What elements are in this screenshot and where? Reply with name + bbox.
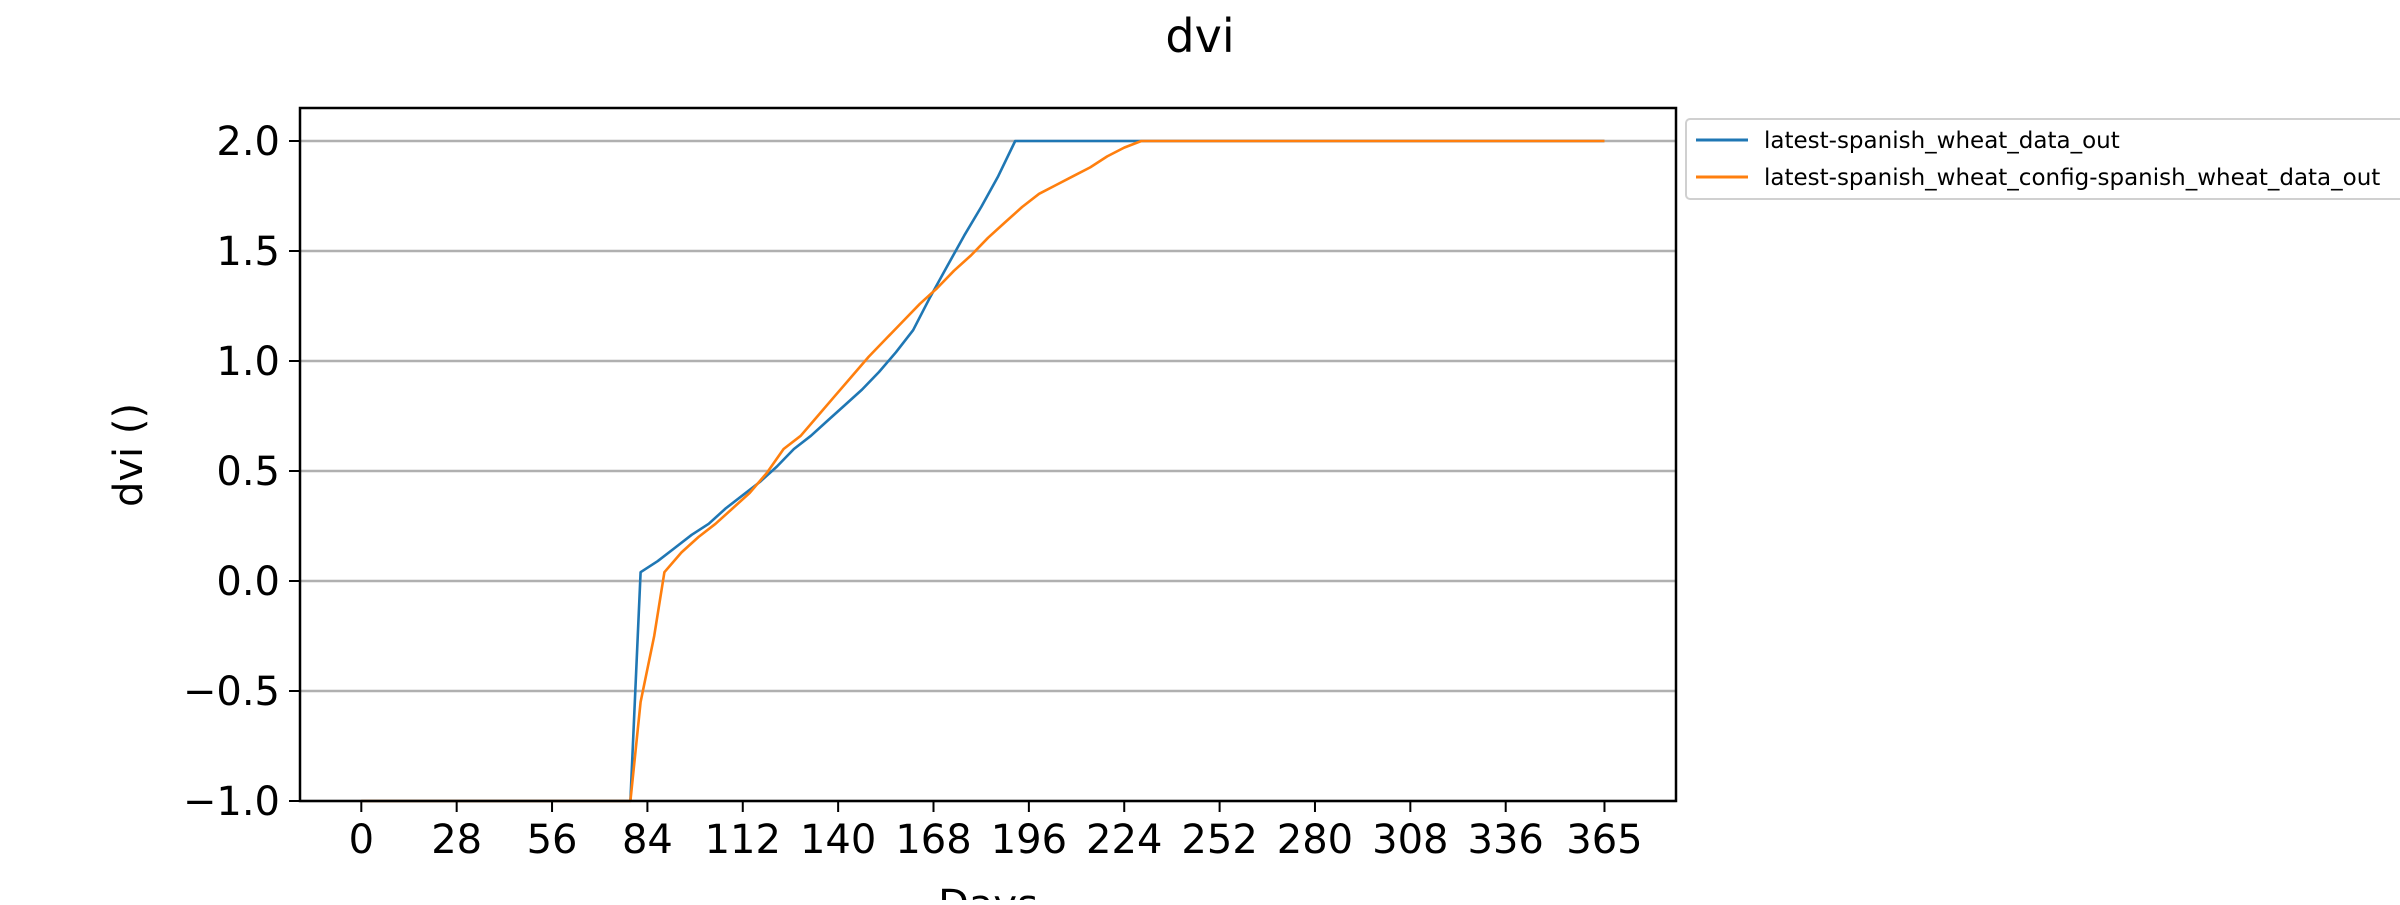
x-tick-label: 140: [800, 817, 876, 863]
x-tick-label: 252: [1181, 817, 1257, 863]
x-tick-label: 56: [527, 817, 578, 863]
y-tick-label: −1.0: [183, 779, 280, 825]
x-tick-label: 365: [1566, 817, 1642, 863]
x-tick-label: 84: [622, 817, 673, 863]
legend-frame: [1685, 118, 2400, 200]
y-tick-label: −0.5: [183, 669, 280, 715]
y-tick-label: 1.0: [216, 339, 280, 385]
y-tick-label: 1.5: [216, 229, 280, 275]
legend-label-series-1: latest-spanish_wheat_data_out: [1764, 128, 2120, 154]
series-lines: [361, 139, 1605, 803]
x-tick-label: 112: [705, 817, 781, 863]
y-axis-ticks: −1.0 −0.5 0.0 0.5 1.0 1.5 2.0: [183, 119, 300, 825]
y-axis-label: dvi (): [106, 403, 152, 507]
legend-label-series-2: latest-spanish_wheat_config-spanish_whea…: [1764, 165, 2380, 191]
x-axis-label: Days: [938, 882, 1038, 900]
x-axis-ticks: 0 28 56 84 112 140 168 196 224 252 280 308 336 365: [349, 801, 1643, 863]
chart-title: dvi: [1165, 9, 1234, 63]
x-tick-label: 224: [1086, 817, 1162, 863]
series-line-2: [361, 139, 1605, 803]
y-tick-label: 0.0: [216, 559, 280, 605]
x-tick-label: 280: [1277, 817, 1353, 863]
legend: latest-spanish_wheat_data_out latest-spa…: [1685, 118, 2400, 200]
x-tick-label: 28: [431, 817, 482, 863]
series-line-1: [361, 139, 1605, 803]
y-tick-label: 2.0: [216, 119, 280, 165]
gridlines: [300, 139, 1676, 803]
x-tick-label: 196: [991, 817, 1067, 863]
x-tick-label: 336: [1468, 817, 1544, 863]
plot-frame: [298, 106, 1678, 803]
y-tick-label: 0.5: [216, 449, 280, 495]
x-tick-label: 0: [349, 817, 374, 863]
x-tick-label: 308: [1372, 817, 1448, 863]
x-tick-label: 168: [895, 817, 971, 863]
